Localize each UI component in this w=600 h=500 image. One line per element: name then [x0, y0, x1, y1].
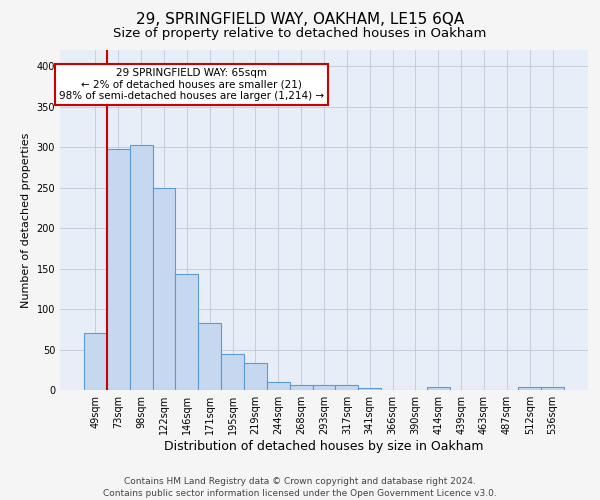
Bar: [290, 385, 313, 390]
Bar: [175, 274, 198, 390]
Bar: [518, 387, 541, 390]
X-axis label: Distribution of detached houses by size in Oakham: Distribution of detached houses by size …: [164, 440, 484, 453]
Bar: [130, 144, 152, 390]
Bar: [152, 188, 175, 390]
Bar: [244, 364, 267, 390]
Bar: [267, 382, 290, 390]
Bar: [198, 323, 221, 390]
Text: Size of property relative to detached houses in Oakham: Size of property relative to detached ho…: [113, 28, 487, 40]
Bar: [427, 387, 450, 390]
Bar: [221, 354, 244, 390]
Y-axis label: Number of detached properties: Number of detached properties: [21, 132, 31, 308]
Bar: [358, 388, 381, 390]
Bar: [107, 149, 130, 390]
Text: Contains HM Land Registry data © Crown copyright and database right 2024.
Contai: Contains HM Land Registry data © Crown c…: [103, 476, 497, 498]
Bar: [541, 387, 564, 390]
Bar: [84, 334, 107, 390]
Bar: [313, 385, 335, 390]
Text: 29, SPRINGFIELD WAY, OAKHAM, LE15 6QA: 29, SPRINGFIELD WAY, OAKHAM, LE15 6QA: [136, 12, 464, 28]
Bar: [335, 385, 358, 390]
Text: 29 SPRINGFIELD WAY: 65sqm
← 2% of detached houses are smaller (21)
98% of semi-d: 29 SPRINGFIELD WAY: 65sqm ← 2% of detach…: [59, 68, 324, 101]
